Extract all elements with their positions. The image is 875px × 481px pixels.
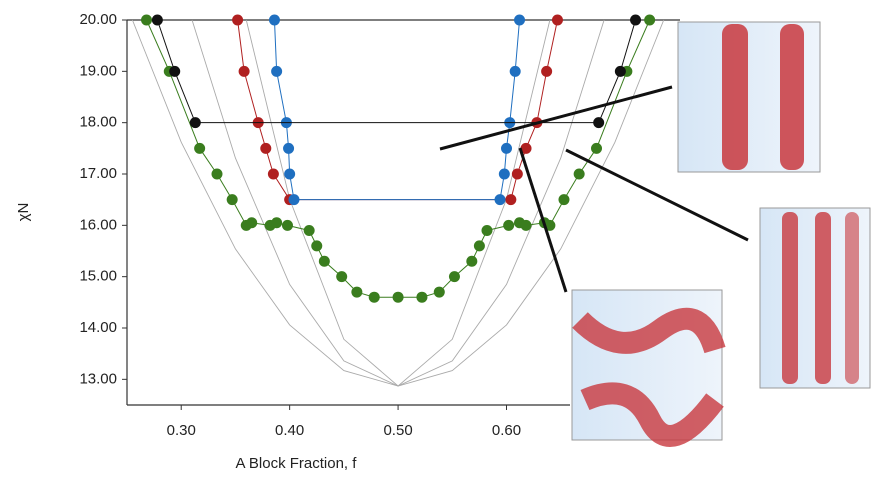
data-point [226, 194, 238, 206]
y-tick-label: 15.00 [79, 268, 117, 285]
data-point [141, 14, 153, 26]
data-point [511, 168, 523, 180]
x-tick-label: 0.30 [167, 422, 196, 439]
data-point [498, 168, 510, 180]
data-point [514, 14, 526, 26]
data-point [194, 142, 206, 154]
inset-cylinders [565, 148, 871, 389]
data-point [630, 14, 642, 26]
data-point [494, 194, 506, 206]
y-tick-label: 19.00 [79, 62, 117, 79]
data-point [151, 14, 163, 26]
data-point [318, 255, 330, 267]
data-point [466, 255, 478, 267]
y-tick-label: 14.00 [79, 319, 117, 336]
data-point [614, 65, 626, 77]
fit-line [146, 19, 651, 298]
fit-line [156, 19, 637, 124]
data-point [336, 271, 348, 283]
data-point [351, 286, 363, 298]
data-point [481, 224, 493, 236]
inset-lamellae [439, 21, 821, 173]
y-tick-label: 17.00 [79, 165, 117, 182]
data-point [288, 194, 300, 206]
data-point [541, 65, 553, 77]
data-point [169, 65, 181, 77]
data-point [260, 142, 272, 154]
data-point [503, 219, 515, 231]
y-tick-label: 16.00 [79, 216, 117, 233]
y-axis-label: χN [15, 203, 32, 222]
data-point [558, 194, 570, 206]
data-point [573, 168, 585, 180]
data-point [368, 291, 380, 303]
data-point [433, 286, 445, 298]
data-point [246, 217, 258, 229]
data-point [644, 14, 656, 26]
data-point [311, 240, 323, 252]
data-point [520, 142, 532, 154]
data-point [232, 14, 244, 26]
fit-line [273, 19, 521, 201]
data-point [593, 117, 605, 129]
data-point [505, 194, 517, 206]
x-tick-label: 0.40 [275, 422, 304, 439]
data-point [189, 117, 201, 129]
data-point [392, 291, 404, 303]
data-point [591, 142, 603, 154]
y-tick-label: 13.00 [79, 370, 117, 387]
x-tick-label: 0.60 [492, 422, 521, 439]
data-point [551, 14, 563, 26]
data-point [238, 65, 250, 77]
plot-area: 13.00 14.00 15.00 16.00 17.00 18.00 19.00 20.00… [79, 11, 680, 439]
y-tick-label: 18.00 [79, 114, 117, 131]
data-point [416, 291, 428, 303]
data-point [284, 168, 296, 180]
data-point [448, 271, 460, 283]
data-point [271, 217, 283, 229]
data-point [520, 219, 532, 231]
y-tick-label: 20.00 [79, 11, 117, 28]
data-point [303, 224, 315, 236]
data-point [509, 65, 521, 77]
data-point [268, 14, 280, 26]
theory-curve [191, 19, 605, 387]
data-point [271, 65, 283, 77]
data-point [211, 168, 223, 180]
x-axis-label: A Block Fraction, f [236, 455, 358, 472]
data-point [267, 168, 279, 180]
x-tick-label: 0.50 [383, 422, 412, 439]
data-point [283, 142, 295, 154]
data-point [473, 240, 485, 252]
inset-gyroid [518, 147, 726, 447]
data-point [281, 219, 293, 231]
data-point [501, 142, 513, 154]
